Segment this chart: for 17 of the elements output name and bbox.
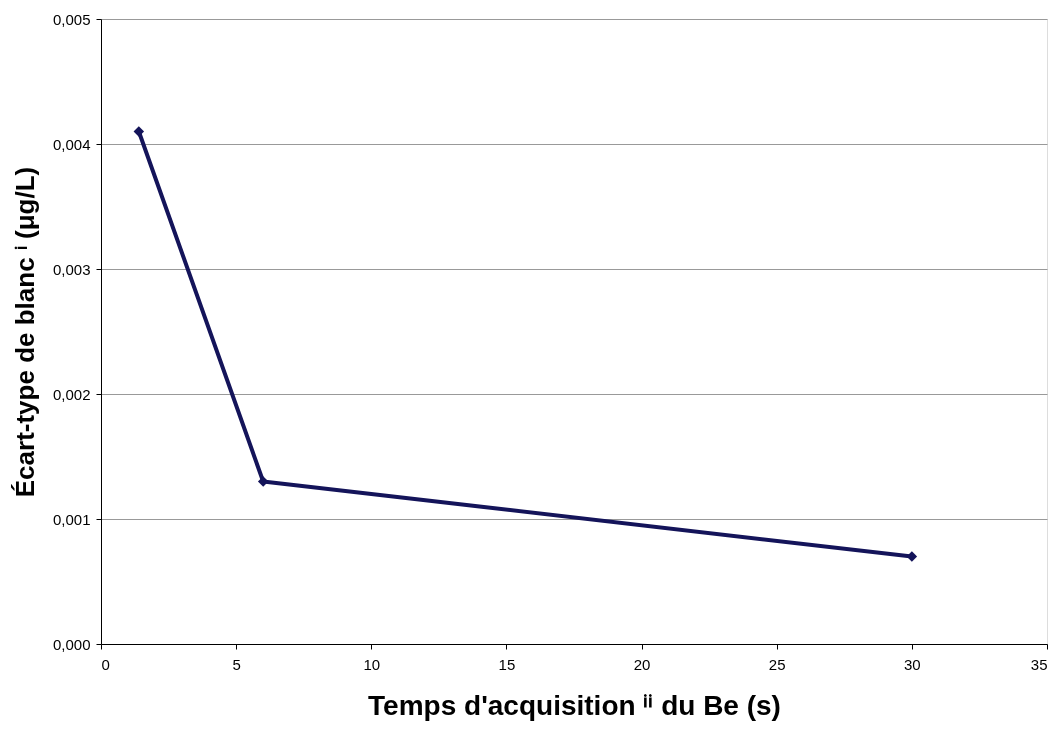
x-axis-title: Temps d'acquisition ⁱⁱ du Be (s) bbox=[368, 689, 781, 721]
y-tick-label: 0,000 bbox=[52, 635, 91, 653]
x-tick-label: 15 bbox=[498, 655, 516, 673]
x-tick-label: 0 bbox=[101, 655, 110, 673]
y-axis-title: Écart-type de blanc ⁱ (μg/L) bbox=[9, 166, 40, 498]
x-tick-label: 20 bbox=[633, 655, 651, 673]
x-tick-label: 35 bbox=[1030, 655, 1048, 673]
point bbox=[133, 126, 145, 137]
x-tick-label: 5 bbox=[232, 655, 241, 673]
y-tick-label: 0,005 bbox=[52, 10, 91, 28]
y-tick-label: 0,004 bbox=[52, 135, 91, 153]
y-tick-label: 0,003 bbox=[52, 260, 91, 278]
x-tick-label: 25 bbox=[768, 655, 786, 673]
x-tick-label: 10 bbox=[363, 655, 381, 673]
y-tick-label: 0,001 bbox=[52, 510, 91, 528]
y-tick-label: 0,002 bbox=[52, 385, 91, 403]
x-tick-label: 30 bbox=[904, 655, 921, 673]
